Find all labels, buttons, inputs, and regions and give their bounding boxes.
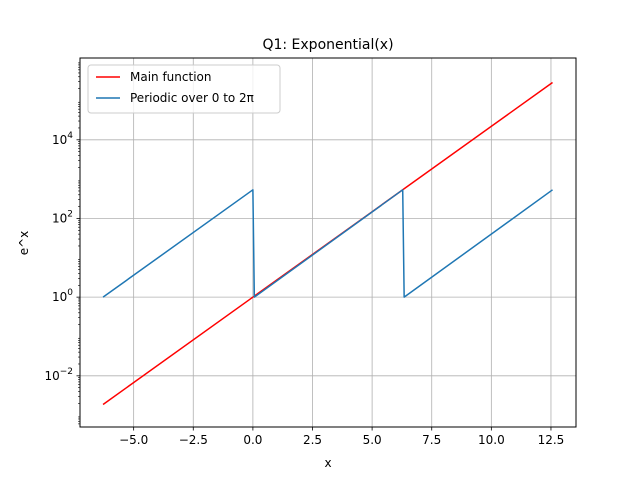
legend-entry: Main function <box>130 70 211 84</box>
x-tick-label: −2.5 <box>179 433 208 447</box>
axes-frame <box>79 57 577 428</box>
x-tick-label: 2.5 <box>303 433 322 447</box>
x-tick-label: −5.0 <box>119 433 148 447</box>
x-tick-label: 10.0 <box>478 433 505 447</box>
legend-box <box>87 64 281 114</box>
y-axis-label: e^x <box>17 231 31 256</box>
x-axis: −5.0 −2.5 0.0 2.5 5.0 7.5 10.0 12.5 <box>119 427 564 447</box>
x-tick-label: 7.5 <box>422 433 441 447</box>
x-tick-label: 5.0 <box>363 433 382 447</box>
x-axis-label: x <box>324 456 331 470</box>
legend-entry: Periodic over 0 to 2π <box>130 91 254 105</box>
x-tick-label: 12.5 <box>538 433 565 447</box>
legend: Main function Periodic over 0 to 2π <box>87 64 281 114</box>
plot-area <box>102 81 553 406</box>
x-tick-label: 0.0 <box>243 433 262 447</box>
chart-title: Q1: Exponential(x) <box>262 37 393 53</box>
series-line-1 <box>102 189 553 298</box>
